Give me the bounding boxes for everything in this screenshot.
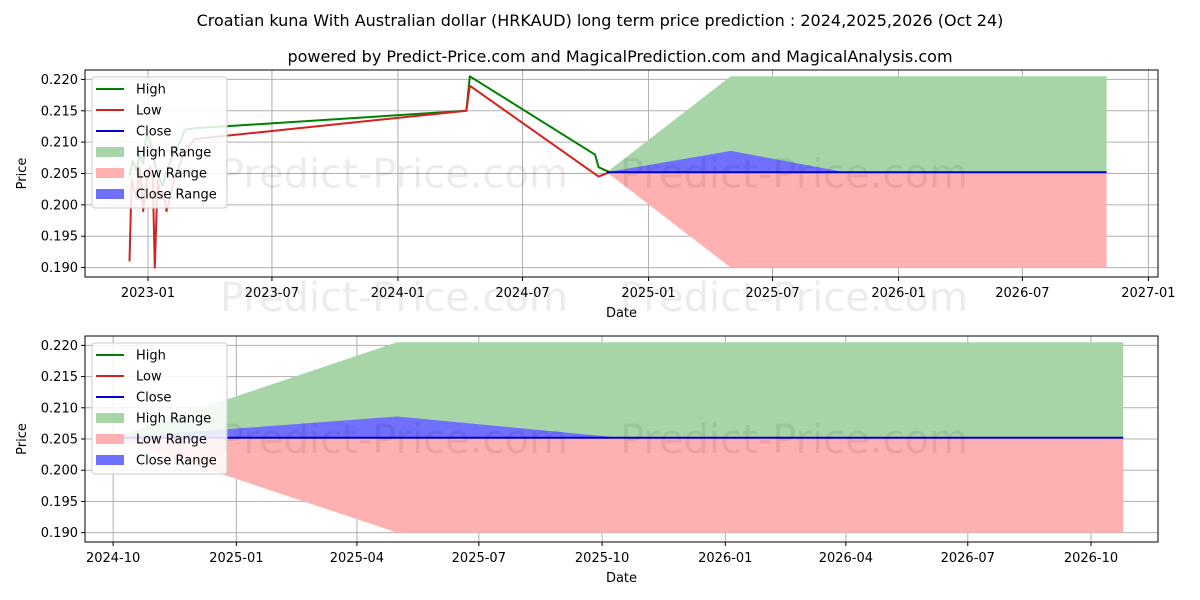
legend-label-close-range: Close Range	[136, 454, 217, 469]
legend-box	[91, 342, 228, 475]
low-range-area	[606, 172, 1107, 268]
x-tick-label: 2026-10	[1064, 551, 1118, 566]
legend-swatch-close-range	[96, 455, 124, 465]
y-tick-label: 0.190	[41, 526, 78, 541]
legend-label-close-range: Close Range	[136, 188, 217, 203]
y-tick-label: 0.220	[41, 73, 78, 88]
y-tick-label: 0.215	[41, 370, 78, 385]
legend-label-low: Low	[136, 104, 162, 119]
x-tick-label: 2024-10	[86, 551, 140, 566]
x-tick-label: 2025-01	[621, 286, 675, 301]
chart-title: Croatian kuna With Australian dollar (HR…	[197, 11, 1004, 30]
x-tick-label: 2025-07	[452, 551, 506, 566]
y-tick-label: 0.190	[41, 261, 78, 276]
high-range-area	[113, 342, 1124, 438]
y-tick-label: 0.220	[41, 339, 78, 354]
chart-subtitle: powered by Predict-Price.com and Magical…	[287, 47, 952, 66]
watermark-text: Predict-Price.com	[220, 275, 568, 321]
legend-swatch-low-range	[96, 434, 124, 444]
watermark-text: Predict-Price.com	[220, 152, 568, 198]
x-tick-label: 2024-01	[371, 286, 425, 301]
legend-label-high-range: High Range	[136, 146, 211, 161]
watermark-group: Predict-Price.com Predict-Price.com Predic…	[220, 152, 968, 322]
close-range-area	[113, 416, 621, 438]
overview-chart-panel: Predict-Price.com Predict-Price.com Predic…	[15, 69, 1176, 322]
prediction-chart-panel: Predict-Price.com Predict-Price.com 0.190 0…	[15, 335, 1159, 586]
x-tick-label: 2026-04	[819, 551, 873, 566]
legend-label-high: High	[136, 83, 166, 98]
y-tick-label: 0.205	[41, 167, 78, 182]
x-axis-label: Date	[606, 306, 637, 321]
low-range-area	[113, 437, 1124, 533]
x-tick-label: 2026-07	[941, 551, 995, 566]
legend-swatch-close-range	[96, 189, 124, 199]
x-tick-label: 2025-01	[209, 551, 263, 566]
legend-box	[91, 76, 228, 209]
x-axis-label: Date	[606, 571, 637, 586]
watermark-text: Predict-Price.com	[620, 417, 968, 463]
x-tick-label: 2026-01	[871, 286, 925, 301]
legend-label-close: Close	[136, 125, 171, 140]
x-tick-label: 2023-07	[245, 286, 299, 301]
x-tick-label: 2025-04	[330, 551, 384, 566]
legend-label-high: High	[136, 349, 166, 364]
high-range-area	[606, 76, 1107, 173]
x-tick-label: 2024-07	[495, 286, 549, 301]
y-tick-label: 0.200	[41, 464, 78, 479]
y-tick-label: 0.210	[41, 401, 78, 416]
legend-label-low-range: Low Range	[136, 433, 207, 448]
watermark-group: Predict-Price.com Predict-Price.com	[220, 417, 968, 463]
x-tick-label: 2025-07	[745, 286, 799, 301]
legend: High Low Close High Range Low Range Close Ran…	[91, 342, 228, 475]
legend-swatch-high-range	[96, 147, 124, 157]
watermark-text: Predict-Price.com	[620, 152, 968, 198]
y-tick-label: 0.195	[41, 495, 78, 510]
y-axis-label: Price	[15, 423, 30, 455]
x-tick-label: 2025-10	[575, 551, 629, 566]
y-tick-label: 0.200	[41, 198, 78, 213]
legend-label-high-range: High Range	[136, 412, 211, 427]
plot-area	[113, 342, 1124, 533]
x-tick-label: 2023-01	[121, 286, 175, 301]
y-tick-label: 0.205	[41, 433, 78, 448]
y-tick-label: 0.195	[41, 230, 78, 245]
legend-label-low: Low	[136, 370, 162, 385]
x-tick-label: 2026-01	[698, 551, 752, 566]
y-tick-label: 0.210	[41, 136, 78, 151]
legend-swatch-low-range	[96, 168, 124, 178]
x-tick-label: 2027-01	[1121, 286, 1175, 301]
watermark-text: Predict-Price.com	[220, 417, 568, 463]
legend: High Low Close High Range Low Range Close Ran…	[91, 76, 228, 209]
close-range-area	[606, 150, 846, 173]
watermark-text: Predict-Price.com	[620, 275, 968, 321]
y-axis-label: Price	[15, 158, 30, 190]
y-tick-label: 0.215	[41, 104, 78, 119]
legend-label-low-range: Low Range	[136, 167, 207, 182]
legend-swatch-high-range	[96, 413, 124, 423]
legend-label-close: Close	[136, 391, 171, 406]
x-tick-label: 2026-07	[995, 286, 1049, 301]
